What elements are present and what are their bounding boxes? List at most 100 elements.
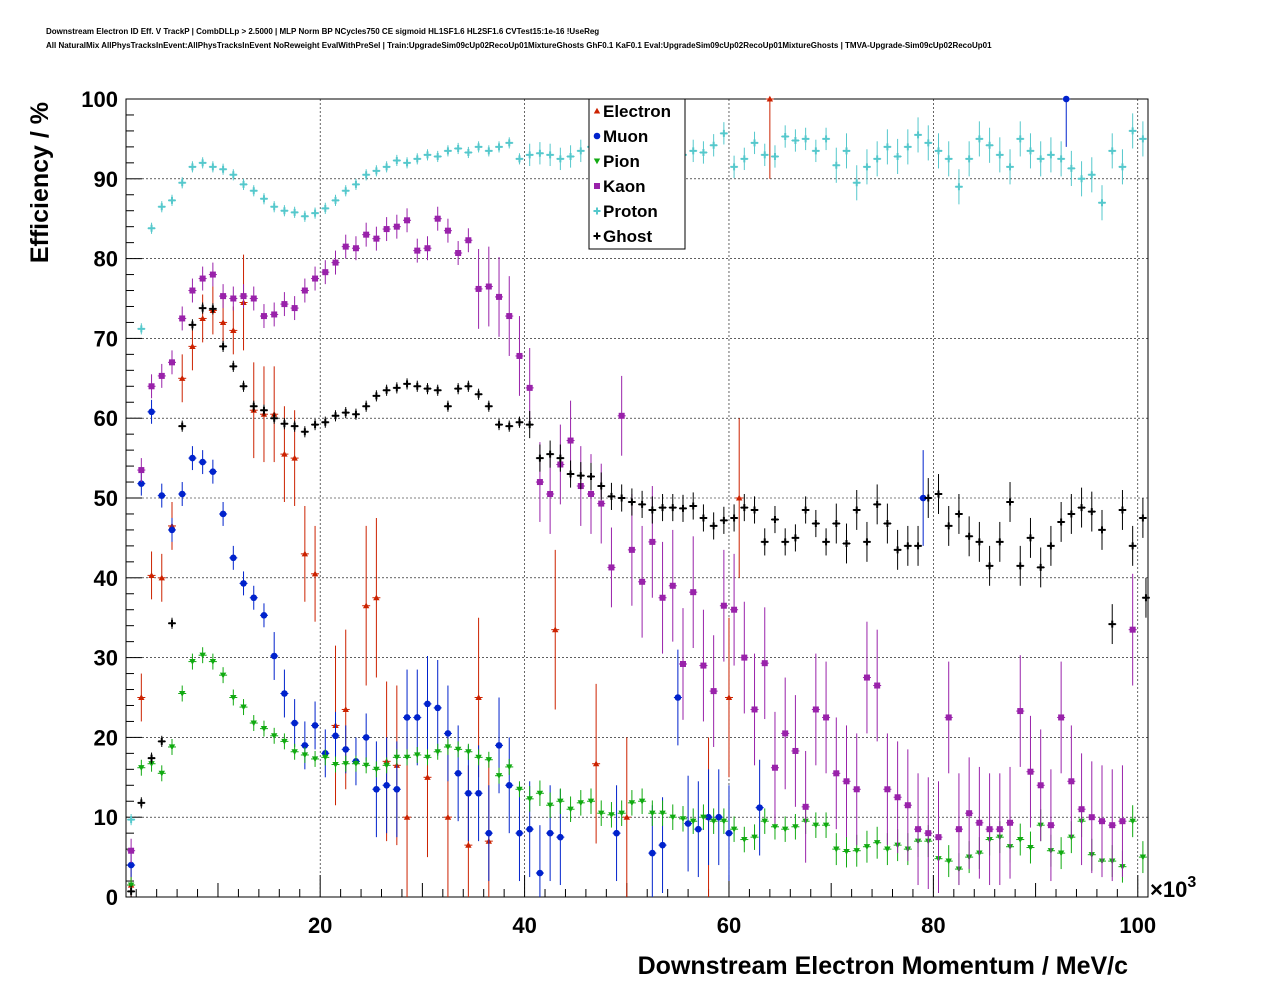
data-point-proton — [229, 171, 237, 179]
data-point-pion — [526, 796, 533, 803]
data-point-ghost — [710, 522, 718, 530]
x-tick-label: 20 — [308, 913, 332, 938]
data-point-electron — [465, 841, 472, 848]
data-point-proton — [720, 129, 728, 137]
data-point-muon — [1062, 95, 1070, 103]
data-point-kaon — [679, 660, 686, 667]
data-point-ghost — [342, 409, 350, 417]
data-point-kaon — [220, 293, 227, 300]
data-point-proton — [986, 141, 994, 149]
data-point-kaon — [618, 412, 625, 419]
data-point-kaon — [240, 293, 247, 300]
data-point-ghost — [607, 492, 615, 500]
data-point-pion — [873, 840, 881, 846]
data-point-pion — [393, 754, 401, 761]
data-point-pion — [495, 773, 503, 779]
data-point-pion — [690, 818, 697, 825]
data-point-proton — [178, 179, 186, 187]
data-point-kaon — [414, 247, 421, 254]
data-point-ghost — [597, 482, 605, 490]
data-point-proton — [1078, 175, 1086, 183]
x-tick-label: 40 — [512, 913, 536, 938]
data-point-kaon — [383, 226, 390, 233]
data-point-proton — [250, 187, 258, 195]
data-point-kaon — [281, 301, 288, 308]
data-point-proton — [1016, 135, 1024, 143]
plot-header-line-1: Downstream Electron ID Eff. V TrackP | C… — [46, 27, 600, 36]
data-point-pion — [311, 756, 319, 763]
data-point-pion — [649, 810, 656, 817]
data-point-kaon — [567, 437, 574, 444]
data-point-proton — [843, 147, 851, 155]
data-point-proton — [1057, 155, 1065, 163]
data-point-muon — [674, 694, 682, 701]
data-point-pion — [424, 754, 431, 761]
data-point-electron — [403, 814, 411, 820]
data-point-kaon — [874, 682, 881, 689]
data-point-ghost — [250, 402, 258, 410]
data-point-proton — [914, 131, 922, 139]
data-point-ghost — [148, 754, 156, 762]
data-point-ghost — [1016, 562, 1024, 570]
data-point-kaon — [1068, 778, 1075, 785]
data-point-ghost — [270, 414, 278, 422]
data-point-pion — [444, 744, 452, 751]
data-point-kaon — [843, 778, 850, 785]
data-point-proton — [894, 152, 902, 160]
data-point-kaon — [189, 287, 196, 294]
y-tick-label: 40 — [94, 566, 118, 591]
data-point-electron — [736, 494, 743, 501]
data-point-muon — [919, 494, 927, 502]
data-point-kaon — [598, 500, 605, 507]
data-point-muon — [189, 454, 196, 462]
data-point-pion — [1139, 854, 1147, 861]
data-point-kaon — [496, 293, 503, 300]
data-point-pion — [485, 757, 493, 763]
data-point-electron — [424, 774, 431, 780]
data-point-ghost — [945, 522, 953, 530]
data-point-ghost — [986, 562, 994, 570]
data-point-kaon — [455, 250, 462, 257]
data-point-muon — [485, 829, 493, 837]
data-point-ghost — [1139, 514, 1147, 522]
data-point-proton — [342, 187, 350, 195]
data-point-kaon — [465, 237, 472, 244]
data-point-pion — [291, 749, 298, 755]
data-point-kaon — [823, 714, 830, 721]
data-point-ghost — [372, 392, 380, 400]
data-point-kaon — [966, 810, 973, 817]
data-point-proton — [270, 203, 278, 211]
data-point-ghost — [1108, 620, 1116, 628]
data-point-proton — [689, 147, 697, 155]
data-point-kaon — [332, 259, 339, 266]
data-point-kaon — [802, 803, 809, 810]
data-point-ghost — [1037, 563, 1045, 571]
data-point-kaon — [935, 834, 942, 841]
data-point-ghost — [751, 506, 759, 514]
data-point-kaon — [312, 275, 319, 282]
data-point-kaon — [1119, 818, 1126, 825]
data-point-electron — [138, 694, 145, 701]
data-point-ghost — [669, 504, 677, 512]
data-point-kaon — [884, 786, 891, 793]
data-point-ghost — [618, 494, 626, 502]
data-point-muon — [138, 480, 145, 487]
y-tick-label: 10 — [94, 805, 118, 830]
data-point-proton — [321, 204, 329, 212]
data-point-kaon — [741, 654, 748, 661]
data-point-pion — [127, 882, 135, 889]
data-point-proton — [883, 143, 891, 151]
legend-label-kaon: Kaon — [603, 177, 646, 196]
data-point-kaon — [1037, 782, 1044, 789]
data-point-kaon — [986, 826, 993, 833]
data-point-proton — [904, 143, 912, 151]
data-point-ghost — [955, 510, 963, 518]
data-point-pion — [679, 816, 687, 822]
data-point-proton — [832, 161, 840, 169]
data-point-ghost — [587, 472, 595, 480]
data-point-muon — [403, 714, 411, 721]
data-point-kaon — [1047, 822, 1054, 829]
data-point-muon — [301, 742, 309, 749]
y-tick-label: 30 — [94, 646, 118, 671]
